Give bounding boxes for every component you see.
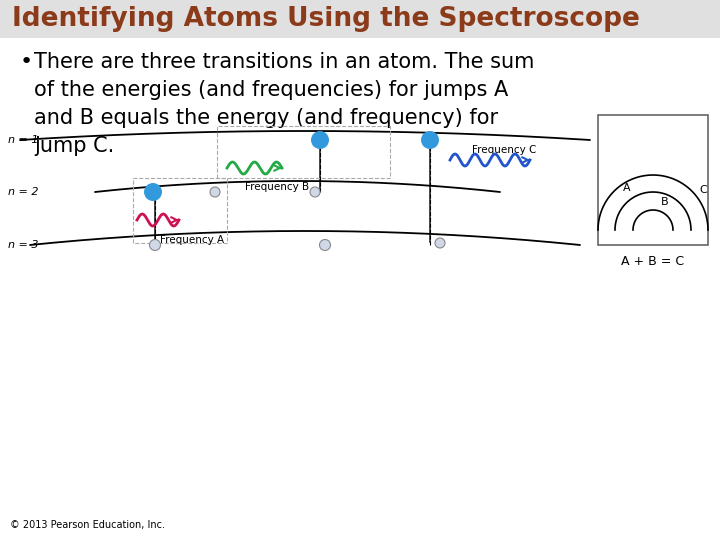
FancyBboxPatch shape <box>0 0 720 38</box>
Text: n = 1: n = 1 <box>8 135 38 145</box>
Text: •: • <box>20 52 33 72</box>
Text: Identifying Atoms Using the Spectroscope: Identifying Atoms Using the Spectroscope <box>12 6 640 32</box>
Text: Frequency C: Frequency C <box>472 145 536 155</box>
Text: A: A <box>623 183 631 193</box>
Text: © 2013 Pearson Education, Inc.: © 2013 Pearson Education, Inc. <box>10 520 165 530</box>
Text: n = 2: n = 2 <box>8 187 38 197</box>
FancyBboxPatch shape <box>598 115 708 245</box>
Text: Frequency A: Frequency A <box>160 235 224 245</box>
Circle shape <box>150 240 161 251</box>
Circle shape <box>144 183 162 201</box>
Circle shape <box>435 238 445 248</box>
Text: A + B = C: A + B = C <box>621 255 685 268</box>
Text: Frequency B: Frequency B <box>245 182 309 192</box>
Circle shape <box>310 187 320 197</box>
Circle shape <box>210 187 220 197</box>
Text: B: B <box>661 197 669 207</box>
Text: C: C <box>699 185 707 195</box>
Text: There are three transitions in an atom. The sum
of the energies (and frequencies: There are three transitions in an atom. … <box>34 52 534 156</box>
Text: n = 3: n = 3 <box>8 240 38 250</box>
Circle shape <box>311 131 329 149</box>
Circle shape <box>320 240 330 251</box>
Circle shape <box>421 131 439 149</box>
